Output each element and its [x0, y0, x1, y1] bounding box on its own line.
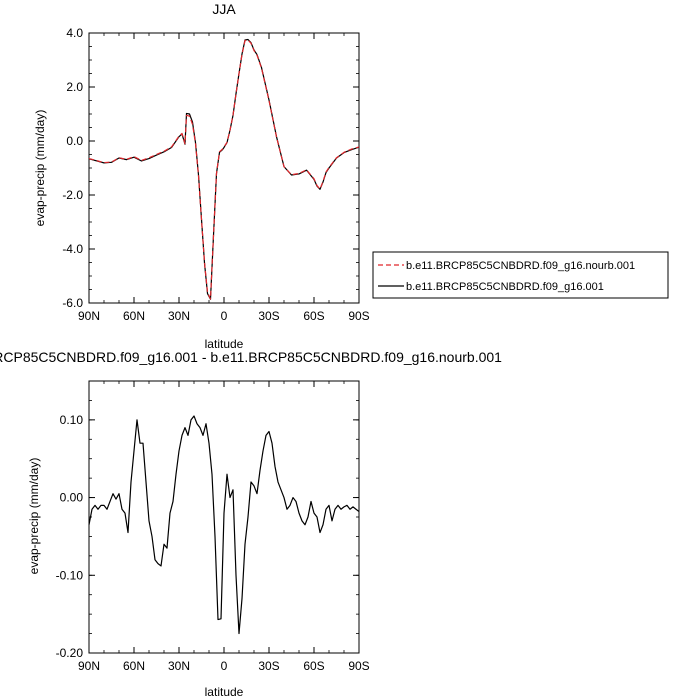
bottom-x-tick-label: 90N — [78, 659, 100, 673]
bottom-series-line-0 — [88, 415, 360, 635]
bottom-x-tick-label: 30N — [168, 659, 190, 673]
top-y-tick-label: -2.0 — [62, 188, 83, 202]
top-x-tick-label: 60S — [303, 309, 324, 323]
bottom-x-tick-label: 90S — [348, 659, 369, 673]
legend: b.e11.BRCP85C5CNBDRD.f09_g16.nourb.001 b… — [372, 251, 669, 299]
bottom-x-axis-label: latitude — [205, 685, 244, 699]
top-plot-frame — [88, 32, 360, 304]
legend-box — [372, 251, 669, 299]
top-x-axis-label: latitude — [205, 337, 244, 351]
top-y-tick-label: 4.0 — [66, 26, 83, 40]
top-y-tick-label: 2.0 — [66, 80, 83, 94]
bottom-y-tick-label: 0.00 — [60, 491, 84, 505]
legend-label-nourb: b.e11.BRCP85C5CNBDRD.f09_g16.nourb.001 — [406, 260, 635, 272]
top-panel: JJA 90N 60N 30N 0 30S 60S 90S -6.0 -4.0 -2.0 0.0 2.… — [33, 1, 370, 351]
top-y-tick-label: 0.0 — [66, 134, 83, 148]
top-x-tick-label: 90S — [348, 309, 369, 323]
top-y-axis-label: evap-precip (mm/day) — [33, 110, 47, 227]
top-x-tick-label: 30N — [168, 309, 190, 323]
bottom-y-tick-label: -0.10 — [56, 568, 84, 582]
bottom-x-tick-label: 30S — [258, 659, 279, 673]
top-x-tick-label: 0 — [221, 309, 228, 323]
top-series-line-1 — [88, 38, 360, 300]
top-x-tick-label: 60N — [123, 309, 145, 323]
legend-label-control: b.e11.BRCP85C5CNBDRD.f09_g16.001 — [406, 281, 604, 293]
top-x-tick-label: 30S — [258, 309, 279, 323]
top-chart-title: JJA — [212, 1, 236, 17]
bottom-y-tick-label: -0.20 — [56, 646, 84, 660]
bottom-x-tick-label: 60N — [123, 659, 145, 673]
top-y-tick-label: -4.0 — [62, 242, 83, 256]
bottom-chart-title: b.e11.BRCP85C5CNBDRD.f09_g16.001 - b.e11… — [0, 349, 502, 365]
bottom-panel: b.e11.BRCP85C5CNBDRD.f09_g16.001 - b.e11… — [0, 349, 502, 699]
top-series-line-0 — [88, 39, 360, 300]
top-x-tick-label: 90N — [78, 309, 100, 323]
bottom-y-tick-label: 0.10 — [60, 413, 84, 427]
bottom-x-tick-label: 0 — [221, 659, 228, 673]
bottom-y-axis-label: evap-precip (mm/day) — [27, 458, 41, 575]
bottom-x-tick-label: 60S — [303, 659, 324, 673]
top-y-tick-label: -6.0 — [62, 296, 83, 310]
